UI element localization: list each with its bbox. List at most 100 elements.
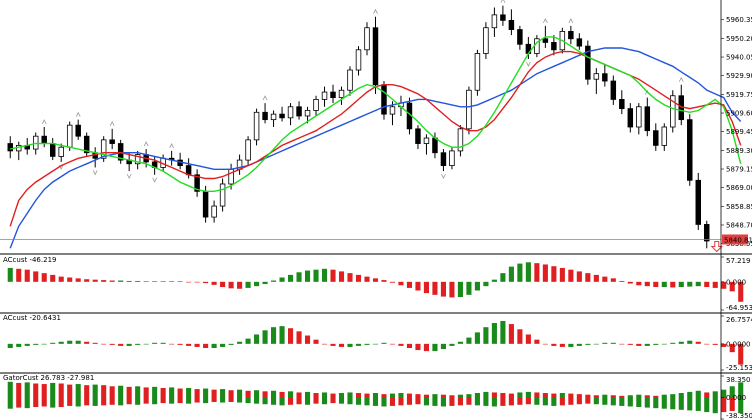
- histogram-bar-up: [58, 341, 64, 344]
- gator-bar-up: [203, 388, 209, 398]
- histogram-bar-down: [619, 343, 625, 345]
- gator-bar-up: [118, 385, 124, 398]
- gator-bar-up: [389, 393, 396, 398]
- gator-bar-up: [670, 394, 676, 398]
- gator-bar-up: [729, 386, 735, 398]
- gator-bar-up: [254, 390, 260, 398]
- histogram-bar-down: [143, 281, 149, 282]
- histogram-bar-up: [50, 342, 56, 344]
- gator-bar-up: [423, 397, 429, 406]
- histogram-bar-up: [67, 340, 73, 344]
- histogram-bar-up: [508, 266, 514, 282]
- gator-bar-up: [619, 397, 625, 406]
- histogram-bar-down: [237, 281, 243, 289]
- fractal-up-icon: [678, 76, 684, 82]
- gator-bar-down: [296, 392, 302, 398]
- gator-bar-down: [449, 397, 455, 406]
- bearish-candle: [372, 27, 379, 86]
- gator-bar-down: [211, 397, 217, 402]
- gator-bar-down: [559, 397, 565, 406]
- histogram-bar-up: [483, 327, 489, 344]
- fractal-up-icon: [169, 143, 174, 149]
- histogram-bar-up: [296, 272, 302, 282]
- histogram-bar-up: [160, 281, 166, 282]
- gator-bar-up: [135, 397, 141, 405]
- histogram-bar-up: [288, 274, 294, 282]
- bearish-candle: [83, 135, 90, 154]
- histogram-bar-down: [568, 269, 574, 282]
- histogram-bar-up: [126, 343, 132, 346]
- gator-bar-up: [169, 387, 175, 398]
- gator-bar-down: [415, 397, 421, 405]
- ac2-histogram: [7, 320, 744, 365]
- histogram-bar-up: [432, 343, 438, 352]
- gator-bar-up: [304, 397, 311, 405]
- bearish-candle: [568, 31, 574, 40]
- gator-bar-up: [24, 397, 30, 409]
- current-price-tag: [722, 234, 748, 245]
- histogram-bar-down: [381, 280, 387, 282]
- gator-bar-up: [152, 397, 158, 405]
- gator-bar-up: [653, 397, 659, 409]
- gator-bar-down: [58, 383, 64, 398]
- histogram-bar-down: [576, 271, 582, 282]
- histogram-bar-up: [279, 277, 285, 282]
- histogram-bar-up: [670, 342, 676, 344]
- gator-bar-up: [220, 389, 226, 398]
- price-tick-label: 5858.85: [726, 203, 752, 211]
- bearish-candle: [602, 73, 608, 82]
- gator-bar-up: [75, 384, 81, 398]
- gator-bar-down: [228, 390, 234, 398]
- bearish-candle: [109, 139, 115, 144]
- bullish-candle: [66, 124, 73, 148]
- histogram-bar-down: [186, 343, 192, 346]
- gator-bar-up: [466, 394, 472, 398]
- gator-bar-up: [695, 397, 701, 411]
- gator-bar-up: [7, 381, 13, 398]
- histogram-bar-up: [381, 342, 387, 344]
- histogram-bar-down: [389, 343, 396, 345]
- indicator-tick-label: -25.1530: [726, 364, 752, 372]
- histogram-bar-up: [610, 342, 616, 344]
- gator-bar-up: [593, 397, 599, 405]
- histogram-bar-up: [602, 342, 608, 344]
- gator-bar-down: [449, 395, 455, 398]
- gator-bar-up: [288, 391, 294, 398]
- histogram-bar-up: [211, 343, 217, 348]
- gator-bar-down: [126, 397, 132, 405]
- indicator-tick-label: 0.0000: [726, 340, 751, 348]
- histogram-bar-down: [330, 343, 336, 346]
- histogram-bar-down: [313, 339, 319, 344]
- histogram-bar-up: [525, 262, 531, 282]
- gator-tick-label: 0.000: [726, 394, 746, 402]
- histogram-bar-down: [670, 281, 676, 288]
- bearish-candle: [279, 113, 285, 119]
- histogram-bar-up: [440, 343, 446, 350]
- price-tick-label: 5899.45: [726, 128, 752, 136]
- bullish-candle: [321, 91, 328, 100]
- gator-bar-down: [729, 397, 735, 411]
- price-tick-label: 5929.90: [726, 72, 752, 80]
- indicator-tick-label: 57.219: [726, 257, 751, 265]
- gator-bar-down: [262, 391, 268, 398]
- histogram-bar-up: [593, 343, 599, 345]
- gator-bar-down: [500, 397, 506, 406]
- histogram-bar-down: [330, 269, 336, 282]
- gator-bar-down: [653, 395, 659, 398]
- fractal-up-icon: [75, 111, 81, 117]
- histogram-bar-down: [712, 343, 718, 345]
- histogram-bar-up: [474, 332, 480, 344]
- histogram-bar-up: [500, 273, 506, 282]
- gator-bar-up: [381, 397, 387, 407]
- fractal-up-icon: [543, 18, 548, 24]
- histogram-bar-down: [347, 273, 353, 282]
- bearish-candle: [262, 111, 268, 121]
- gator-bar-up: [203, 397, 209, 404]
- gator-bar-down: [84, 397, 90, 406]
- histogram-bar-down: [542, 343, 548, 345]
- histogram-bar-down: [738, 343, 744, 365]
- bullish-candle: [253, 111, 260, 141]
- fractal-up-icon: [568, 18, 574, 24]
- fractal-up-icon: [143, 141, 149, 147]
- gator-bar-down: [593, 395, 599, 398]
